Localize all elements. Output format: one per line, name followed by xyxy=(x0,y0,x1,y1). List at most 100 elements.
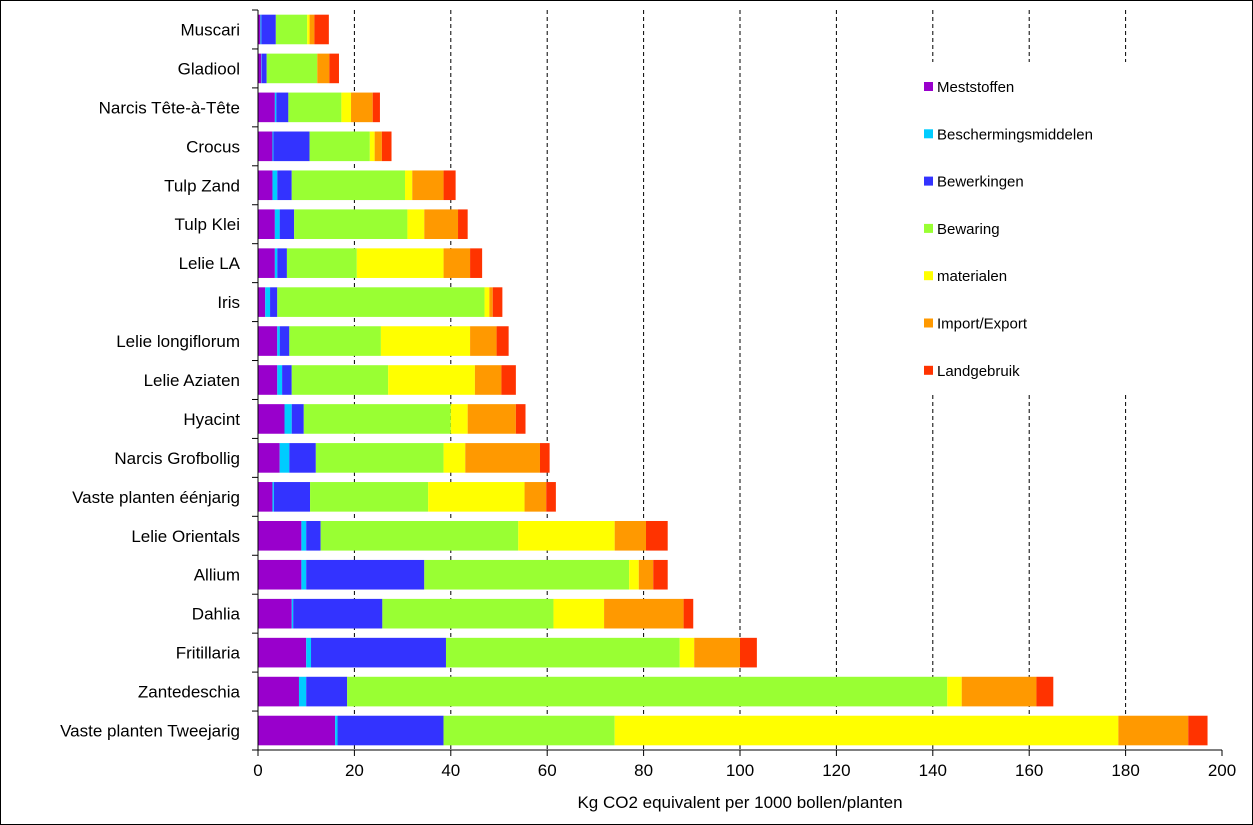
bar-18-1 xyxy=(335,715,338,746)
bar-7-1 xyxy=(265,287,271,317)
bar-8-5 xyxy=(470,326,497,356)
category-label-3: Crocus xyxy=(186,137,240,156)
bar-9-2 xyxy=(282,365,292,395)
x-tick-labels: 0 20 40 60 80 100 120 140 160 180 200 xyxy=(253,761,1236,780)
bar-2-2 xyxy=(276,92,289,123)
legend-swatch-5 xyxy=(924,318,933,328)
category-label-2: Narcis Tête-à-Tête xyxy=(99,98,240,117)
x-tick-label-0: 0 xyxy=(253,761,262,780)
bar-0-3 xyxy=(275,14,308,45)
bar-6-6 xyxy=(470,248,483,278)
bar-4-4 xyxy=(405,170,413,201)
bar-7-0 xyxy=(258,287,266,317)
bar-15-3 xyxy=(382,598,554,629)
legend-swatch-2 xyxy=(924,176,933,186)
category-label-14: Allium xyxy=(194,566,240,585)
x-tick-label-20: 20 xyxy=(345,761,364,780)
bar-9-3 xyxy=(291,365,389,395)
legend-label-0: Meststoffen xyxy=(937,79,1014,96)
bar-0-4 xyxy=(307,14,310,45)
bar-17-3 xyxy=(347,676,948,707)
bar-4-3 xyxy=(291,170,406,201)
bar-18-5 xyxy=(1118,715,1189,746)
bar-10-5 xyxy=(467,404,516,434)
bar-11-1 xyxy=(279,443,290,473)
category-label-9: Lelie Aziaten xyxy=(144,371,240,390)
bar-2-5 xyxy=(351,92,373,123)
bar-17-6 xyxy=(1036,676,1054,707)
bar-17-1 xyxy=(298,676,307,707)
bar-7-5 xyxy=(489,287,493,317)
x-tick-label-180: 180 xyxy=(1111,761,1139,780)
category-label-15: Dahlia xyxy=(192,605,241,624)
bars-group xyxy=(258,14,1208,746)
bar-11-4 xyxy=(443,443,466,473)
bar-1-3 xyxy=(266,53,318,84)
bar-8-0 xyxy=(258,326,278,356)
bar-13-4 xyxy=(518,520,615,551)
bar-4-0 xyxy=(258,170,273,201)
bar-18-3 xyxy=(443,715,615,746)
bar-13-5 xyxy=(614,520,647,551)
x-tick-label-60: 60 xyxy=(538,761,557,780)
category-label-18: Vaste planten Tweejarig xyxy=(60,722,240,741)
bar-17-4 xyxy=(947,676,962,707)
bar-4-2 xyxy=(277,170,292,201)
bar-8-3 xyxy=(289,326,381,356)
bar-3-3 xyxy=(309,131,370,162)
bar-4-1 xyxy=(272,170,278,201)
bar-1-2 xyxy=(261,53,267,84)
bar-14-0 xyxy=(258,559,302,590)
bar-14-3 xyxy=(424,559,630,590)
bar-5-6 xyxy=(458,209,468,240)
bar-14-6 xyxy=(653,559,668,590)
bar-6-4 xyxy=(356,248,444,278)
bar-3-0 xyxy=(258,131,273,162)
bar-9-4 xyxy=(388,365,475,395)
bar-4-6 xyxy=(443,170,456,201)
bar-6-1 xyxy=(274,248,278,278)
bar-11-5 xyxy=(465,443,540,473)
bar-10-2 xyxy=(291,404,304,434)
bar-13-6 xyxy=(646,520,668,551)
legend-swatch-3 xyxy=(924,223,933,233)
x-tick-label-100: 100 xyxy=(726,761,754,780)
bar-8-4 xyxy=(380,326,471,356)
bar-18-0 xyxy=(258,715,336,746)
category-label-5: Tulp Klei xyxy=(174,215,240,234)
bar-16-4 xyxy=(679,637,695,668)
bar-10-0 xyxy=(258,404,285,434)
legend-label-1: Beschermingsmiddelen xyxy=(937,126,1093,143)
category-label-0: Muscari xyxy=(180,20,240,39)
bar-11-0 xyxy=(258,443,280,473)
bar-18-6 xyxy=(1188,715,1208,746)
bar-0-5 xyxy=(309,14,315,45)
bar-12-2 xyxy=(273,482,311,512)
bar-6-5 xyxy=(443,248,471,278)
category-label-1: Gladiool xyxy=(178,59,240,78)
bar-6-0 xyxy=(258,248,275,278)
bar-6-2 xyxy=(277,248,287,278)
bar-3-1 xyxy=(272,131,274,162)
bar-15-5 xyxy=(604,598,684,629)
bar-7-4 xyxy=(484,287,490,317)
bar-12-5 xyxy=(524,482,547,512)
category-label-16: Fritillaria xyxy=(176,644,241,663)
legend-swatch-4 xyxy=(924,271,933,281)
legend-label-5: Import/Export xyxy=(937,316,1028,333)
bar-17-0 xyxy=(258,676,299,707)
bar-11-2 xyxy=(289,443,316,473)
bar-16-6 xyxy=(740,637,757,668)
bar-15-1 xyxy=(291,598,294,629)
category-label-12: Vaste planten éénjarig xyxy=(72,488,240,507)
bar-16-1 xyxy=(306,637,312,668)
bar-15-4 xyxy=(553,598,605,629)
bar-6-3 xyxy=(286,248,357,278)
bar-13-0 xyxy=(258,520,302,551)
bar-13-1 xyxy=(301,520,307,551)
bar-11-3 xyxy=(315,443,444,473)
bar-10-4 xyxy=(450,404,468,434)
legend-label-6: Landgebruik xyxy=(937,363,1020,380)
bar-2-6 xyxy=(372,92,380,123)
